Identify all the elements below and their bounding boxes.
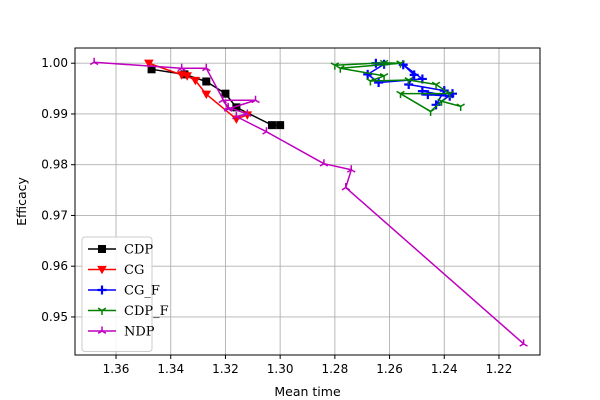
data-point-marker [366,78,375,86]
data-point-marker [89,57,99,66]
data-point-marker [97,307,107,315]
data-point-marker [363,69,373,79]
y-tick-label: 1.00 [41,56,68,70]
x-tick-label: 1.26 [376,362,403,376]
data-series [89,57,528,347]
legend-entry: NDP [88,325,155,340]
legend-box [81,236,153,352]
y-tick-label: 0.97 [41,208,68,222]
data-point-marker [379,59,389,68]
data-point-marker [182,72,192,81]
series-ndp [89,57,528,347]
data-point-marker [243,109,252,117]
data-point-marker [251,95,260,104]
x-tick-label: 1.30 [267,362,294,376]
data-point-marker [276,121,285,130]
legend-entry: CDP_F [88,304,169,319]
legend-label: CG [124,263,144,278]
data-point-marker [423,90,433,100]
x-tick-label: 1.22 [486,362,513,376]
legend-label: CDP [124,243,153,258]
axes-frame [74,47,541,356]
y-axis-label: Efficacy [14,177,29,226]
data-point-marker [426,108,435,116]
data-point-marker [336,65,345,73]
x-tick-label: 1.34 [157,362,184,376]
data-point-marker [409,70,419,80]
x-tick-label: 1.32 [212,362,239,376]
x-tick-label: 1.24 [431,362,458,376]
data-point-marker [232,112,241,120]
x-axis-label: Mean time [274,384,341,399]
y-tick-label: 0.98 [41,158,68,172]
data-point-marker [437,98,446,106]
series-cdp-f [330,59,465,116]
data-point-marker [218,95,227,104]
data-point-marker [456,103,465,111]
legend-label: CDP_F [124,304,169,319]
data-point-marker [374,78,384,88]
legend-entry: CG [88,263,144,278]
data-point-marker [97,265,107,275]
y-axis-ticks: 0.95 0.96 0.97 0.98 0.99 1.00 [41,56,75,324]
data-point-marker [346,165,356,173]
data-point-marker [232,103,241,112]
data-point-marker [404,77,413,85]
series-line [94,61,525,345]
data-point-marker [97,326,107,334]
grid-lines [75,48,540,355]
legend-label: CG_F [124,284,160,299]
y-tick-label: 0.95 [41,310,68,324]
x-axis-ticks: 1.36 1.34 1.32 1.30 1.28 1.26 1.24 1.22 [103,355,513,376]
data-point-marker [445,90,455,99]
data-point-marker [431,81,441,90]
legend-entry: CDP [88,243,153,258]
legend-entry: CG_F [88,284,160,299]
data-point-marker [267,121,276,130]
legend: CDP CG CG_F CDP_F NDP [81,236,169,352]
data-point-marker [341,183,351,191]
data-point-marker [147,65,156,74]
data-point-marker [202,77,211,86]
data-point-marker [319,159,329,167]
data-point-marker [97,285,107,295]
data-point-marker [396,60,405,68]
x-tick-label: 1.28 [321,362,348,376]
data-point-marker [221,89,230,98]
data-point-marker [330,62,340,70]
legend-label: NDP [124,325,155,340]
data-point-marker [201,90,212,99]
y-tick-label: 0.99 [41,107,68,121]
data-point-marker [396,90,405,99]
data-point-marker [202,63,211,72]
y-tick-label: 0.96 [41,259,68,273]
data-point-marker [519,339,528,347]
data-point-marker [190,76,201,86]
data-point-marker [144,59,154,69]
data-point-marker [98,245,106,253]
data-point-marker [379,72,389,81]
data-point-marker [177,63,186,72]
data-point-marker [223,102,233,111]
x-tick-label: 1.36 [103,362,130,376]
data-point-marker [262,127,271,135]
data-point-marker [431,100,441,110]
